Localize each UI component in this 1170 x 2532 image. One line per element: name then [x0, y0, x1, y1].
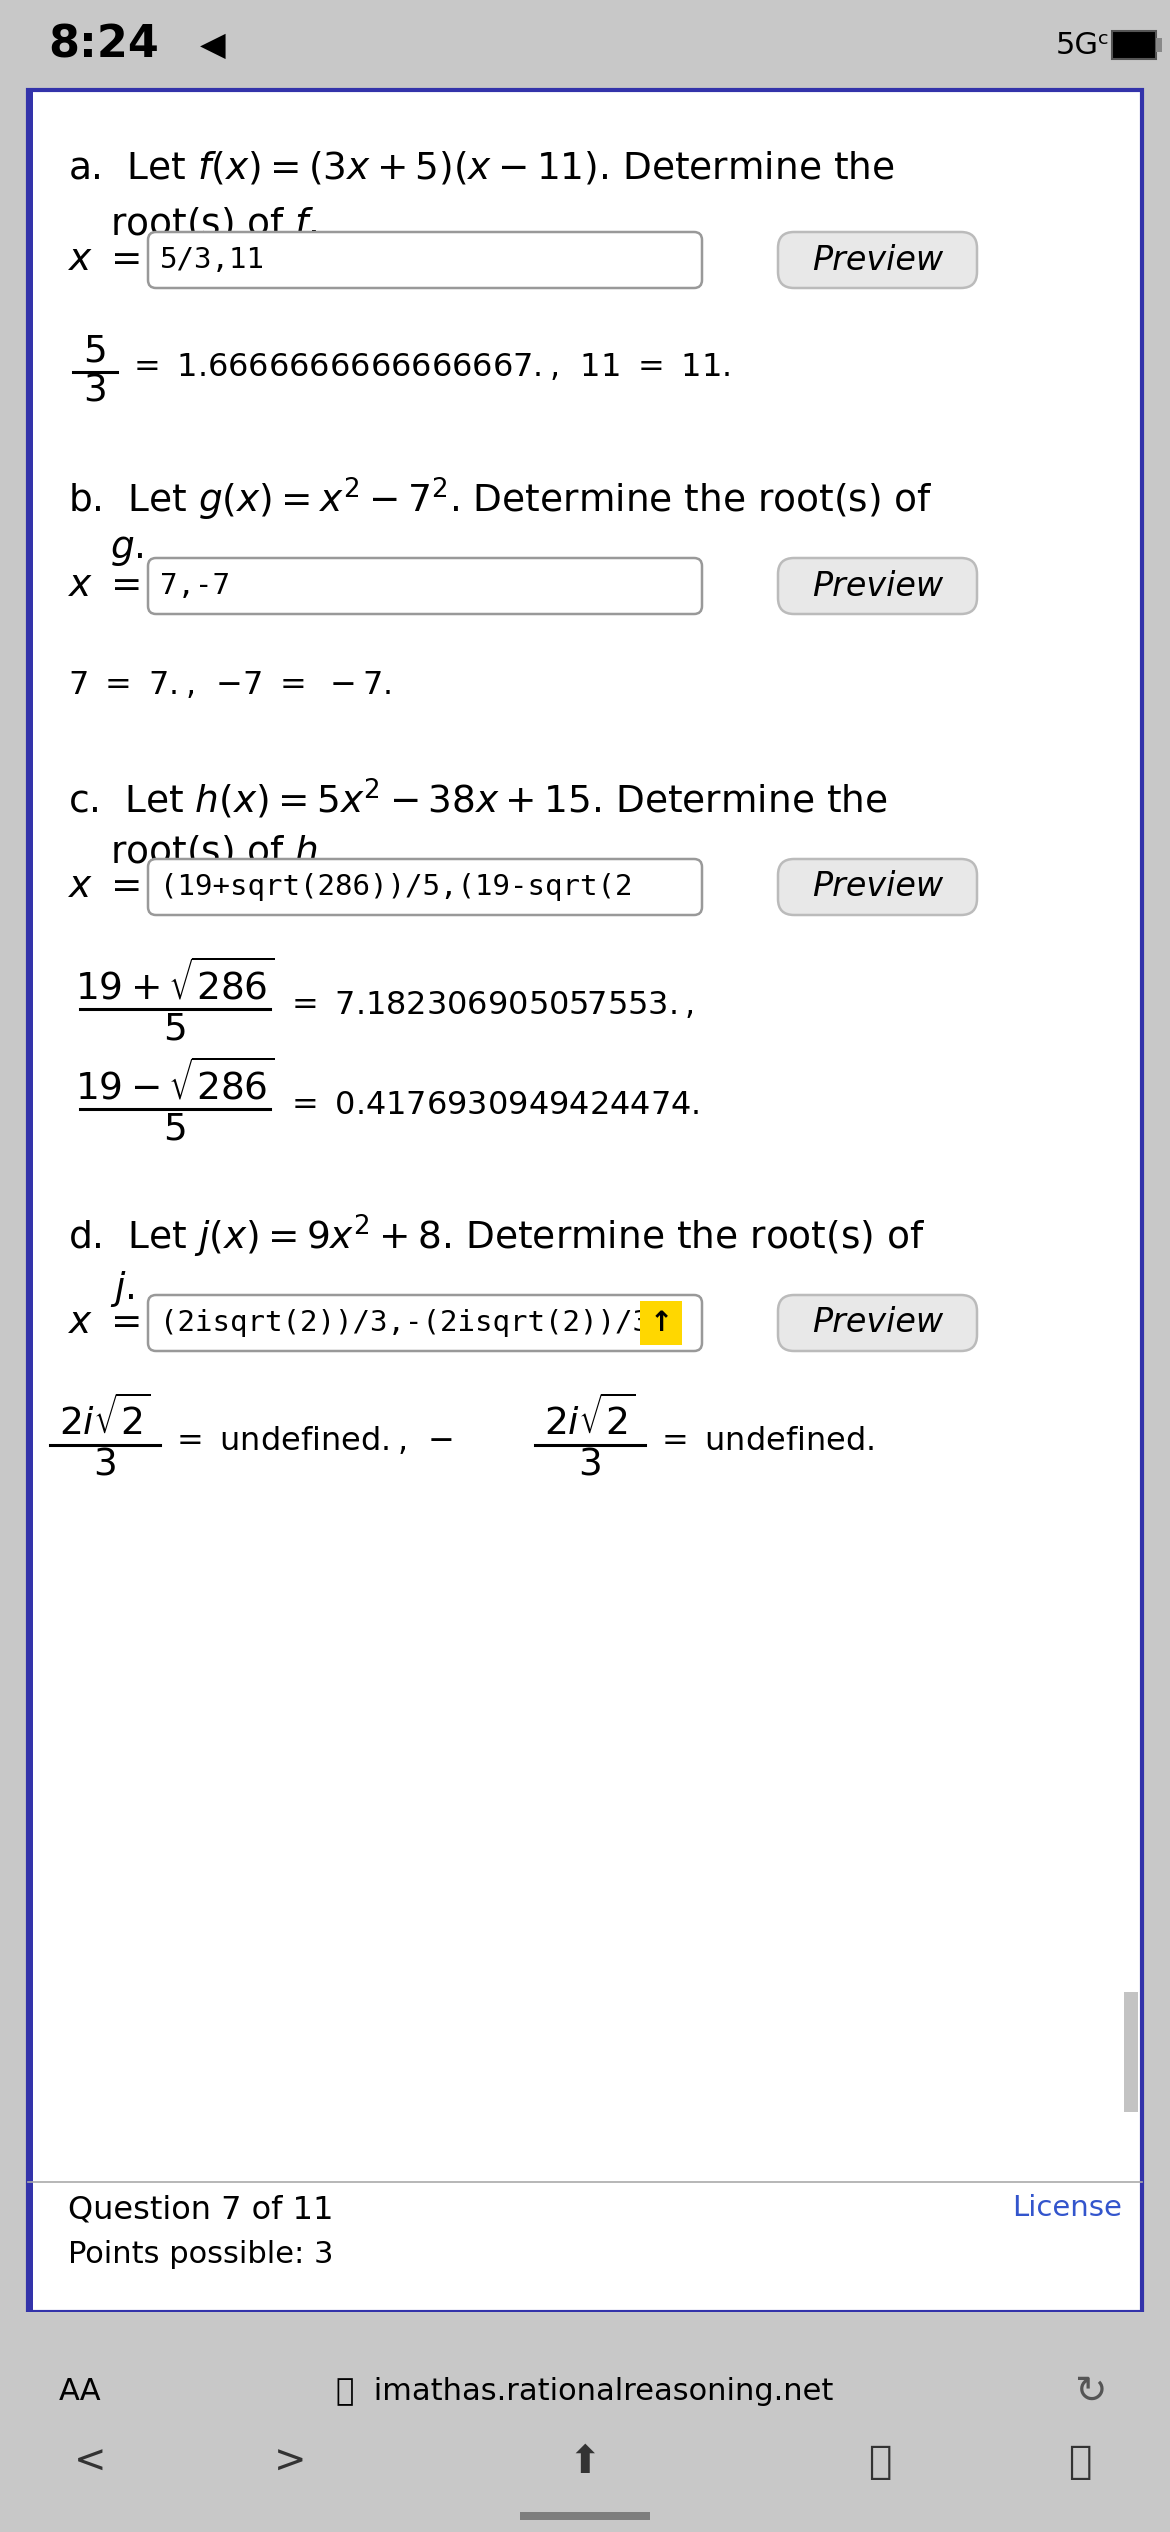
- Bar: [1124, 1993, 1138, 2112]
- Text: root(s) of $f$.: root(s) of $f$.: [110, 205, 318, 243]
- Text: <: <: [74, 2443, 106, 2481]
- Text: c.  Let $h(x) = 5x^2 - 38x + 15$. Determine the: c. Let $h(x) = 5x^2 - 38x + 15$. Determi…: [68, 777, 888, 820]
- FancyBboxPatch shape: [778, 233, 977, 289]
- FancyBboxPatch shape: [147, 233, 702, 289]
- Text: $g$.: $g$.: [110, 532, 144, 567]
- Text: (19+sqrt(286))/5,(19-sqrt(2: (19+sqrt(286))/5,(19-sqrt(2: [160, 874, 633, 901]
- Text: root(s) of $h$.: root(s) of $h$.: [110, 833, 329, 871]
- Text: $=\ 0.4176930949424474.$: $=\ 0.4176930949424474.$: [285, 1089, 700, 1122]
- FancyBboxPatch shape: [778, 858, 977, 914]
- Text: ⬆: ⬆: [569, 2443, 601, 2481]
- Text: Question 7 of 11: Question 7 of 11: [68, 2195, 333, 2226]
- Text: 7,-7: 7,-7: [160, 572, 230, 600]
- Text: AA: AA: [58, 2378, 102, 2405]
- Text: Preview: Preview: [812, 871, 943, 904]
- Bar: [640, 1301, 682, 1344]
- Bar: [1156, 38, 1162, 53]
- Text: 🔒  imathas.rationalreasoning.net: 🔒 imathas.rationalreasoning.net: [336, 2378, 834, 2405]
- Text: $j$.: $j$.: [110, 1269, 135, 1309]
- Text: $2i\sqrt{2}$: $2i\sqrt{2}$: [60, 1398, 151, 1443]
- Text: (2isqrt(2))/3,-(2isqrt(2))/3: (2isqrt(2))/3,-(2isqrt(2))/3: [160, 1309, 651, 1337]
- Text: 📖: 📖: [868, 2443, 892, 2481]
- Text: $=\ \mathrm{undefined.}$,  $-$: $=\ \mathrm{undefined.}$, $-$: [170, 1426, 453, 1456]
- Text: Preview: Preview: [812, 243, 943, 276]
- Text: ⬜: ⬜: [1068, 2443, 1092, 2481]
- FancyBboxPatch shape: [778, 1294, 977, 1352]
- Text: 5Gᶜ: 5Gᶜ: [1055, 30, 1110, 58]
- Bar: [28, 91, 33, 2312]
- Text: $x\ =$: $x\ =$: [68, 1304, 140, 1342]
- Bar: [519, 2512, 651, 2519]
- Bar: [0, 0, 1170, 91]
- Text: $=\ 7.182306905057553.$,: $=\ 7.182306905057553.$,: [285, 990, 694, 1020]
- Text: 5: 5: [163, 1010, 187, 1048]
- Text: 3: 3: [578, 1446, 601, 1484]
- FancyBboxPatch shape: [778, 557, 977, 613]
- Text: $x\ =$: $x\ =$: [68, 243, 140, 279]
- Text: d.  Let $j(x) = 9x^2 + 8$. Determine the root(s) of: d. Let $j(x) = 9x^2 + 8$. Determine the …: [68, 1213, 925, 1261]
- Text: ↻: ↻: [1074, 2372, 1107, 2410]
- Text: $2i\sqrt{2}$: $2i\sqrt{2}$: [544, 1398, 635, 1443]
- Text: $19 + \sqrt{286}$: $19 + \sqrt{286}$: [75, 960, 275, 1008]
- Text: b.  Let $g(x) = x^2 - 7^2$. Determine the root(s) of: b. Let $g(x) = x^2 - 7^2$. Determine the…: [68, 476, 932, 524]
- Text: Preview: Preview: [812, 570, 943, 603]
- Text: 5: 5: [163, 1112, 187, 1147]
- Text: Preview: Preview: [812, 1307, 943, 1339]
- Text: 5: 5: [83, 334, 106, 370]
- Text: a.  Let $f(x) = (3x + 5)(x - 11)$. Determine the: a. Let $f(x) = (3x + 5)(x - 11)$. Determ…: [68, 149, 895, 187]
- Text: $=\ \mathrm{undefined.}$: $=\ \mathrm{undefined.}$: [655, 1426, 874, 1456]
- FancyBboxPatch shape: [147, 1294, 702, 1352]
- Text: 3: 3: [83, 375, 106, 410]
- Text: $19 - \sqrt{286}$: $19 - \sqrt{286}$: [75, 1058, 275, 1106]
- Text: $=\ 1.6666666666666667.$,  $11\ =\ 11.$: $=\ 1.6666666666666667.$, $11\ =\ 11.$: [128, 352, 730, 382]
- Text: 8:24: 8:24: [48, 23, 159, 66]
- Text: $7\ =\ 7.$,  $-7\ =\ -7.$: $7\ =\ 7.$, $-7\ =\ -7.$: [68, 671, 391, 701]
- Text: $x\ =$: $x\ =$: [68, 868, 140, 904]
- Bar: [1112, 30, 1156, 58]
- Text: ↑: ↑: [649, 1309, 673, 1337]
- FancyBboxPatch shape: [147, 858, 702, 914]
- Text: 5/3,11: 5/3,11: [160, 246, 264, 273]
- Bar: [28, 91, 1142, 2312]
- Text: 3: 3: [94, 1446, 117, 1484]
- Text: Points possible: 3: Points possible: 3: [68, 2241, 333, 2269]
- Text: $x\ =$: $x\ =$: [68, 567, 140, 605]
- Text: >: >: [274, 2443, 307, 2481]
- FancyBboxPatch shape: [147, 557, 702, 613]
- Text: License: License: [1012, 2195, 1122, 2223]
- Bar: [0, 2312, 1170, 2532]
- Text: ◀: ◀: [200, 28, 226, 61]
